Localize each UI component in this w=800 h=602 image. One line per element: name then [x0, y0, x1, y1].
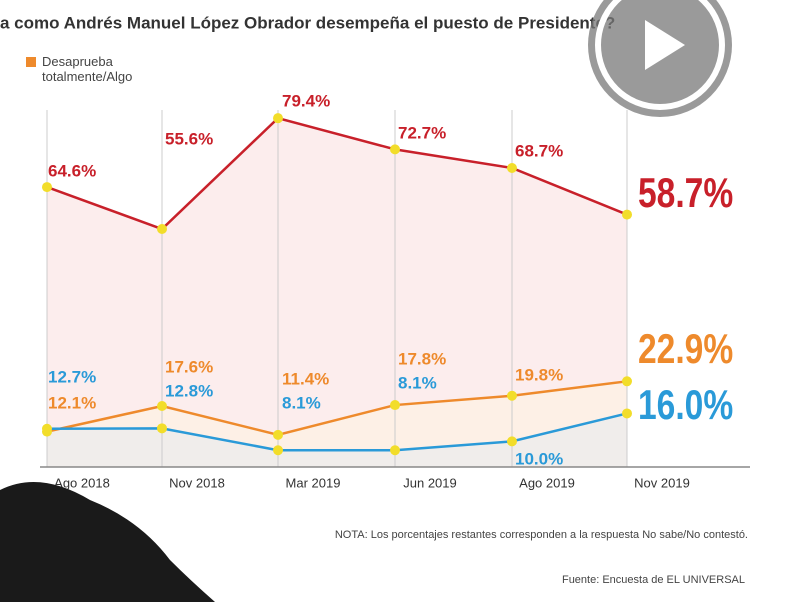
play-button[interactable] — [588, 0, 732, 117]
value-label: 19.8% — [515, 365, 563, 384]
value-label: 58.7% — [638, 171, 733, 217]
series-line — [46, 412, 628, 452]
value-label: 8.1% — [398, 373, 437, 392]
value-label: 17.6% — [165, 357, 213, 376]
point — [507, 390, 517, 401]
value-label: 64.6% — [48, 161, 96, 180]
point — [42, 182, 52, 193]
series-line — [46, 116, 628, 231]
point — [157, 400, 167, 411]
point — [157, 224, 167, 235]
point — [622, 209, 632, 220]
play-icon — [645, 20, 685, 70]
value-label: 17.8% — [398, 349, 446, 368]
point — [273, 429, 283, 440]
photo-person — [0, 482, 215, 602]
point — [273, 445, 283, 456]
value-label: 55.6% — [165, 129, 213, 148]
point — [157, 423, 167, 434]
note-box: NOTA: Los porcentajes restantes correspo… — [334, 529, 748, 541]
point — [622, 408, 632, 419]
point — [507, 436, 517, 447]
x-tick-label: Nov 2018 — [169, 475, 225, 490]
series-area — [47, 413, 627, 467]
x-tick-label: Jun 2019 — [403, 475, 457, 490]
point — [390, 144, 400, 155]
x-tick-label: Mar 2019 — [286, 475, 341, 490]
value-label: 79.4% — [282, 91, 330, 110]
point — [390, 400, 400, 411]
x-tick-label: Ago 2018 — [54, 475, 110, 490]
value-label: 11.4% — [282, 369, 329, 388]
plot: 64.6% 55.6% 79.4% 72.7% 68.7% 58.7% 12.1% 17.6%… — [42, 91, 733, 490]
source: Fuente: Encuesta de EL UNIVERSAL — [562, 574, 745, 586]
point — [42, 423, 52, 434]
point — [507, 162, 517, 173]
value-label: 68.7% — [515, 141, 563, 160]
value-label: 16.0% — [638, 383, 733, 429]
x-tick-label: Ago 2019 — [519, 475, 575, 490]
play-ring — [595, 0, 725, 110]
series-area — [47, 118, 627, 468]
value-label: 8.1% — [282, 393, 321, 412]
legend-swatch — [26, 57, 36, 67]
value-label: 72.7% — [398, 123, 446, 142]
series-line — [46, 380, 628, 437]
x-tick-label: Nov 2019 — [634, 475, 690, 490]
legend: Desaprueba totalmente/Algo — [26, 54, 176, 84]
point — [622, 376, 632, 387]
chart-title: a como Andrés Manuel López Obrador desem… — [0, 13, 615, 32]
value-label: 12.7% — [48, 367, 96, 386]
value-label: 22.9% — [638, 327, 733, 373]
value-label: 12.8% — [165, 381, 213, 400]
value-label: 12.1% — [48, 393, 96, 412]
legend-label: Desaprueba totalmente/Algo — [42, 54, 133, 84]
note: NOTA: Los porcentajes restantes correspo… — [334, 529, 748, 541]
point — [390, 445, 400, 456]
point — [273, 113, 283, 124]
value-label: 10.0% — [515, 449, 563, 468]
